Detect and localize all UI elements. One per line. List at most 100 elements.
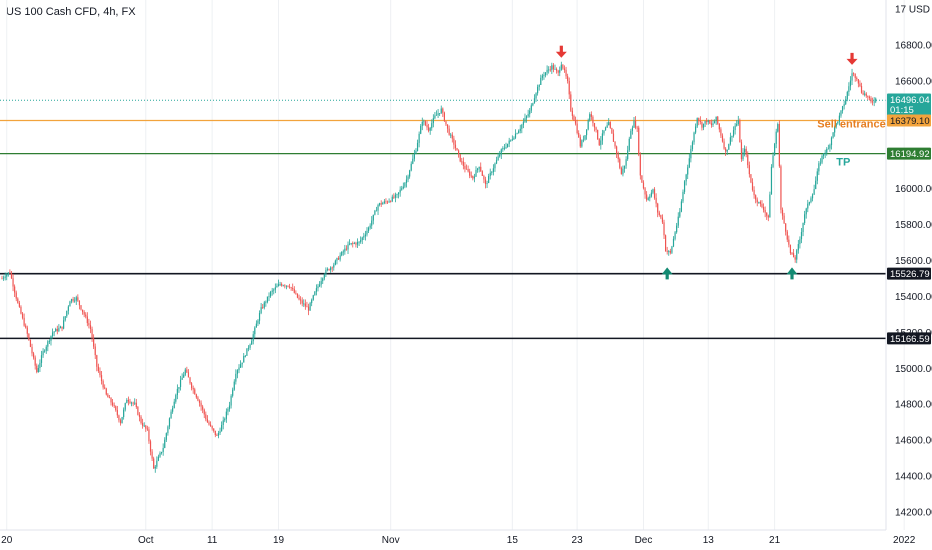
candle (421, 117, 423, 131)
candle-body (484, 179, 487, 184)
candle-body (642, 182, 645, 189)
candle (74, 297, 76, 303)
candle (78, 300, 81, 310)
candle (434, 111, 436, 120)
candle-body (448, 128, 450, 135)
candle-body (843, 104, 845, 107)
candle-body (421, 121, 423, 127)
candle-body (157, 456, 160, 461)
candle (342, 249, 344, 256)
candle (18, 300, 20, 308)
candle-body (723, 141, 725, 149)
candle (293, 286, 295, 294)
candle-body (142, 423, 144, 426)
candle-body (390, 201, 392, 203)
candle (64, 315, 66, 322)
candle (785, 223, 787, 236)
candle (567, 73, 569, 84)
candle (284, 284, 286, 289)
candle (113, 402, 115, 409)
candle (802, 222, 804, 237)
time-axis[interactable]: 20Oct1119Nov1523Dec132120221725 (1, 535, 932, 546)
price-tick-label: 15000.00 (895, 364, 932, 375)
candle (277, 279, 280, 287)
candle-body (367, 227, 370, 231)
candle-body (148, 429, 150, 442)
candle (309, 301, 311, 311)
tag-tp-level: 16194.92 (887, 147, 931, 160)
candle (168, 417, 171, 430)
candle-body (296, 293, 299, 298)
arrow-shaft (850, 52, 854, 60)
candle-body (56, 329, 58, 332)
candle-body (429, 128, 431, 131)
candle (859, 80, 861, 88)
candle-body (224, 418, 226, 421)
candle-body (28, 333, 30, 340)
candle-body (238, 367, 240, 371)
candle-body (480, 166, 482, 172)
candle-body (112, 402, 114, 406)
candle (322, 277, 324, 285)
candle-body (241, 362, 243, 365)
candle-body (88, 323, 90, 326)
candle (66, 310, 68, 318)
candle-body (682, 191, 684, 202)
candle (20, 305, 22, 315)
candle-body (794, 257, 796, 260)
candle (797, 239, 799, 254)
candle-body (680, 201, 682, 212)
candle-body (587, 120, 589, 130)
candle (110, 397, 112, 406)
time-tick-label: 15 (507, 535, 519, 546)
candle-body (706, 120, 708, 122)
candle (721, 133, 724, 143)
candle (358, 241, 360, 247)
candle (331, 266, 333, 272)
candle-body (870, 98, 872, 102)
price-tick-label: 17 USD 0 (895, 4, 932, 15)
candle-body (356, 242, 359, 245)
candle (875, 97, 877, 104)
candle-body (597, 129, 599, 139)
candle (720, 127, 722, 138)
candle-body (543, 75, 545, 76)
candle (688, 153, 690, 169)
candle (279, 281, 281, 286)
candle (192, 385, 194, 394)
candle (67, 305, 69, 315)
candle (668, 250, 670, 256)
candle (349, 239, 351, 246)
candle (372, 214, 374, 225)
candle-body (631, 127, 634, 131)
candle (592, 115, 594, 127)
candle-body (578, 133, 580, 138)
candle (198, 399, 201, 407)
candle (511, 135, 513, 142)
candle (396, 193, 398, 199)
price-tag-bg (887, 93, 931, 116)
candle (707, 119, 709, 125)
candle-body (151, 451, 153, 459)
candle-body (453, 138, 455, 145)
candle-body (97, 366, 99, 372)
candle (228, 401, 231, 412)
candle (465, 164, 468, 170)
candle (217, 430, 220, 439)
candle (649, 194, 651, 202)
candle (183, 371, 185, 378)
candle (818, 160, 820, 176)
candle (356, 238, 359, 249)
candle (333, 262, 335, 271)
candle (706, 117, 708, 125)
time-tick-label: Nov (382, 535, 400, 546)
price-axis[interactable]: 16800.00 16600.00 16000.00 15800.00 15600.00… (895, 4, 932, 518)
candle (255, 320, 257, 328)
candle-body (298, 297, 300, 300)
candle-body (446, 124, 449, 129)
candle (271, 287, 273, 296)
candle (586, 129, 588, 140)
candle (379, 202, 381, 207)
candle (529, 107, 531, 118)
